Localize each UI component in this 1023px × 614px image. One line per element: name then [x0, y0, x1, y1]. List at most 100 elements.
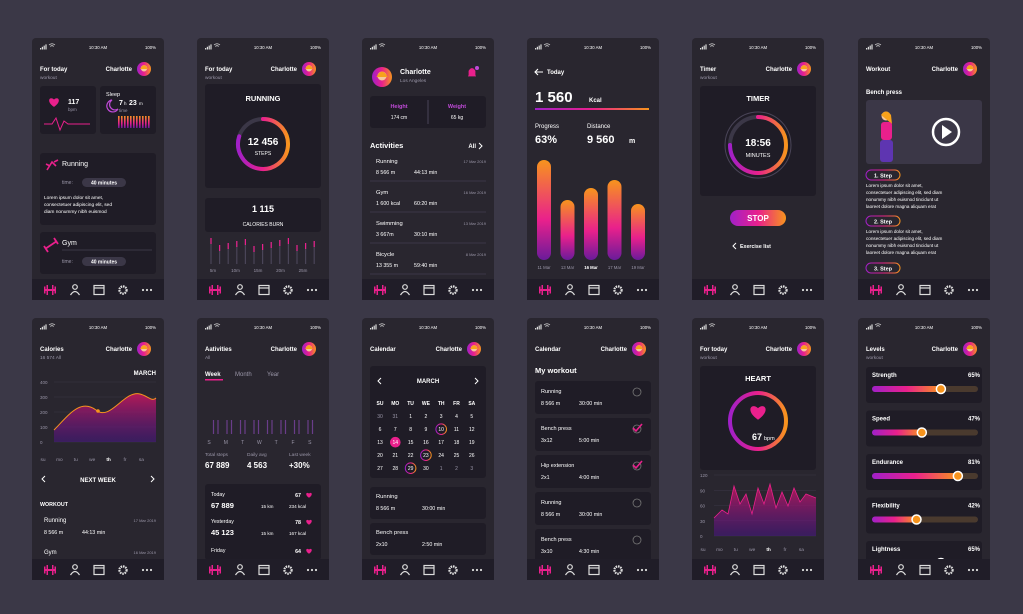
nav-more[interactable]: [644, 288, 648, 292]
nav-profile[interactable]: [72, 564, 78, 570]
nav-more[interactable]: [141, 288, 145, 292]
signal-icon: [701, 46, 703, 50]
nav-more[interactable]: [471, 568, 475, 572]
nav-more[interactable]: [805, 568, 809, 572]
nav-more[interactable]: [636, 288, 640, 292]
nav-settings[interactable]: [118, 285, 128, 295]
nav-calendar[interactable]: [93, 564, 105, 576]
nav-more[interactable]: [145, 568, 149, 572]
nav-workout[interactable]: [209, 289, 221, 291]
nav-workout[interactable]: [704, 569, 716, 571]
nav-settings[interactable]: [613, 565, 623, 575]
nav-settings[interactable]: [778, 285, 788, 295]
nav-more[interactable]: [306, 568, 310, 572]
level-knob[interactable]: [916, 427, 928, 438]
bell-icon[interactable]: [468, 68, 476, 77]
nav-more[interactable]: [636, 568, 640, 572]
nav-calendar[interactable]: [753, 564, 765, 576]
nav-workout[interactable]: [870, 569, 882, 571]
nav-profile[interactable]: [898, 564, 904, 570]
nav-profile[interactable]: [732, 564, 738, 570]
nav-more[interactable]: [149, 288, 153, 292]
nav-workout[interactable]: [539, 289, 551, 291]
nav-calendar[interactable]: [423, 284, 435, 296]
back-arrow[interactable]: [534, 68, 543, 76]
nav-settings[interactable]: [613, 285, 623, 295]
nav-more[interactable]: [479, 288, 483, 292]
nav-more[interactable]: [640, 288, 644, 292]
nav-workout[interactable]: [374, 289, 386, 291]
nav-workout[interactable]: [44, 569, 56, 571]
level-knob[interactable]: [935, 383, 947, 395]
nav-more[interactable]: [310, 288, 314, 292]
nav-profile[interactable]: [567, 564, 573, 570]
nav-workout[interactable]: [374, 569, 386, 571]
nav-more[interactable]: [644, 568, 648, 572]
level-knob[interactable]: [911, 514, 922, 525]
nav-more[interactable]: [306, 288, 310, 292]
nav-workout[interactable]: [704, 289, 716, 291]
nav-workout[interactable]: [870, 289, 882, 291]
nav-calendar[interactable]: [93, 284, 105, 296]
nav-more[interactable]: [801, 288, 805, 292]
nav-calendar[interactable]: [919, 564, 931, 576]
nav-more[interactable]: [314, 568, 318, 572]
nav-calendar[interactable]: [258, 284, 270, 296]
nav-settings[interactable]: [118, 565, 128, 575]
nav-more[interactable]: [640, 568, 644, 572]
nav-more[interactable]: [801, 568, 805, 572]
stop-button[interactable]: [730, 210, 786, 226]
nav-calendar[interactable]: [588, 564, 600, 576]
nav-more[interactable]: [145, 288, 149, 292]
checkbox[interactable]: [632, 498, 642, 508]
nav-profile[interactable]: [898, 284, 904, 290]
nav-more[interactable]: [809, 288, 813, 292]
nav-settings[interactable]: [448, 565, 458, 575]
time-pill: [82, 257, 126, 266]
nav-workout[interactable]: [209, 569, 221, 571]
nav-more[interactable]: [475, 568, 479, 572]
nav-profile[interactable]: [237, 564, 243, 570]
nav-profile[interactable]: [72, 284, 78, 290]
chevron[interactable]: [474, 377, 479, 385]
checkbox[interactable]: [632, 387, 642, 397]
nav-settings[interactable]: [944, 565, 954, 575]
nav-workout[interactable]: [44, 289, 56, 291]
nav-more[interactable]: [310, 568, 314, 572]
nav-calendar[interactable]: [753, 284, 765, 296]
nav-workout[interactable]: [539, 569, 551, 571]
nav-profile[interactable]: [567, 284, 573, 290]
nav-more[interactable]: [975, 288, 979, 292]
nav-settings[interactable]: [944, 285, 954, 295]
chevron[interactable]: [377, 377, 382, 385]
nav-profile[interactable]: [732, 284, 738, 290]
nav-settings[interactable]: [778, 565, 788, 575]
nav-more[interactable]: [314, 288, 318, 292]
nav-more[interactable]: [141, 568, 145, 572]
nav-more[interactable]: [809, 568, 813, 572]
level-knob[interactable]: [952, 470, 964, 482]
nav-calendar[interactable]: [258, 564, 270, 576]
nav-bar: [362, 279, 494, 300]
nav-calendar[interactable]: [588, 284, 600, 296]
nav-more[interactable]: [149, 568, 153, 572]
nav-more[interactable]: [471, 288, 475, 292]
nav-more[interactable]: [971, 288, 975, 292]
play-button[interactable]: [931, 117, 961, 147]
nav-profile[interactable]: [402, 564, 408, 570]
nav-more[interactable]: [971, 568, 975, 572]
nav-settings[interactable]: [283, 285, 293, 295]
nav-more[interactable]: [975, 568, 979, 572]
nav-profile[interactable]: [237, 284, 243, 290]
nav-settings[interactable]: [283, 565, 293, 575]
nav-settings[interactable]: [448, 285, 458, 295]
nav-more[interactable]: [967, 568, 971, 572]
nav-more[interactable]: [475, 288, 479, 292]
nav-profile[interactable]: [402, 284, 408, 290]
nav-calendar[interactable]: [423, 564, 435, 576]
nav-more[interactable]: [967, 288, 971, 292]
checkbox[interactable]: [632, 535, 642, 545]
nav-more[interactable]: [479, 568, 483, 572]
nav-more[interactable]: [805, 288, 809, 292]
nav-calendar[interactable]: [919, 284, 931, 296]
